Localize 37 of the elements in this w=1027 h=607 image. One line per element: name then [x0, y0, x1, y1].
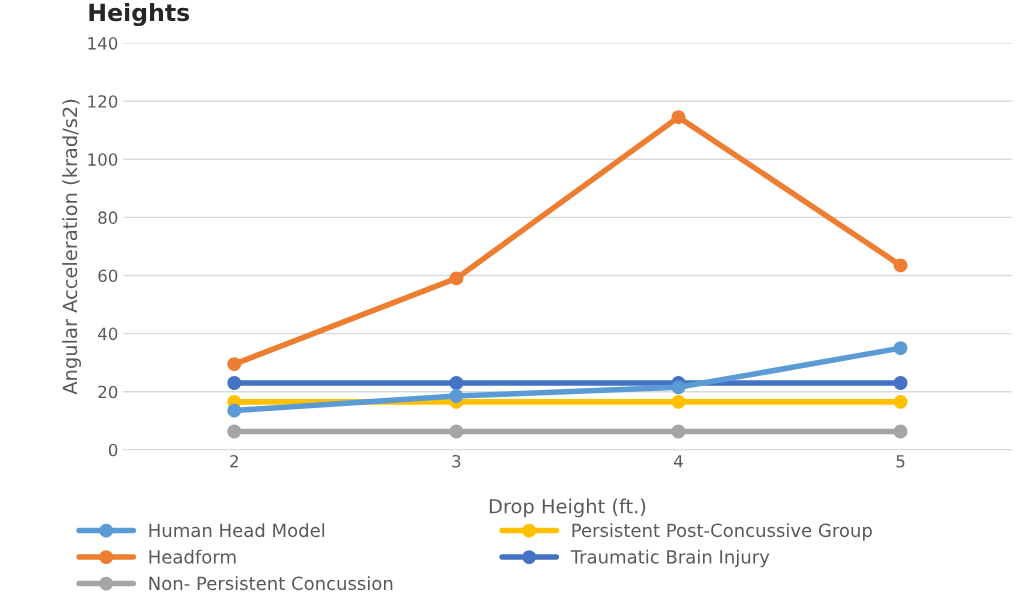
point — [893, 376, 908, 390]
point — [449, 376, 464, 390]
point — [227, 357, 242, 372]
y-tick-label: 100 — [88, 153, 118, 166]
point — [893, 258, 908, 273]
legend-label: Traumatic Brain Injury — [570, 549, 770, 568]
point — [893, 394, 908, 409]
legend-label: Non- Persistent Concussion — [149, 576, 393, 591]
legend-label: Persistent Post-Concussive Group — [572, 523, 872, 541]
point — [893, 341, 908, 356]
y-tick-label: 20 — [98, 385, 118, 399]
point — [671, 380, 686, 395]
x-tick-label: 3 — [452, 454, 461, 468]
point — [227, 424, 242, 439]
y-tick-label: 120 — [88, 95, 118, 108]
x-axis-title: Drop Height (ft.) — [489, 498, 646, 518]
point — [671, 424, 686, 439]
y-axis-title: Angular Acceleration (krad/s2) — [62, 99, 82, 395]
x-tick-label: 4 — [673, 455, 683, 468]
point — [227, 376, 242, 390]
y-tick-label: 0 — [108, 443, 118, 457]
point — [449, 271, 464, 286]
y-tick-label: 140 — [88, 37, 118, 50]
chart-title: Heights — [89, 3, 190, 27]
point — [671, 110, 686, 125]
x-tick-label: 2 — [230, 454, 238, 468]
point — [893, 424, 908, 439]
point — [671, 394, 686, 409]
point — [227, 403, 242, 418]
legend-label: Human Head Model — [149, 523, 325, 538]
y-tick-label: 60 — [98, 269, 118, 283]
point — [449, 389, 464, 403]
x-tick-label: 5 — [896, 455, 905, 468]
y-tick-label: 80 — [98, 211, 118, 224]
y-tick-label: 40 — [97, 327, 118, 341]
legend-label: Headform — [149, 549, 236, 564]
point — [449, 424, 464, 439]
